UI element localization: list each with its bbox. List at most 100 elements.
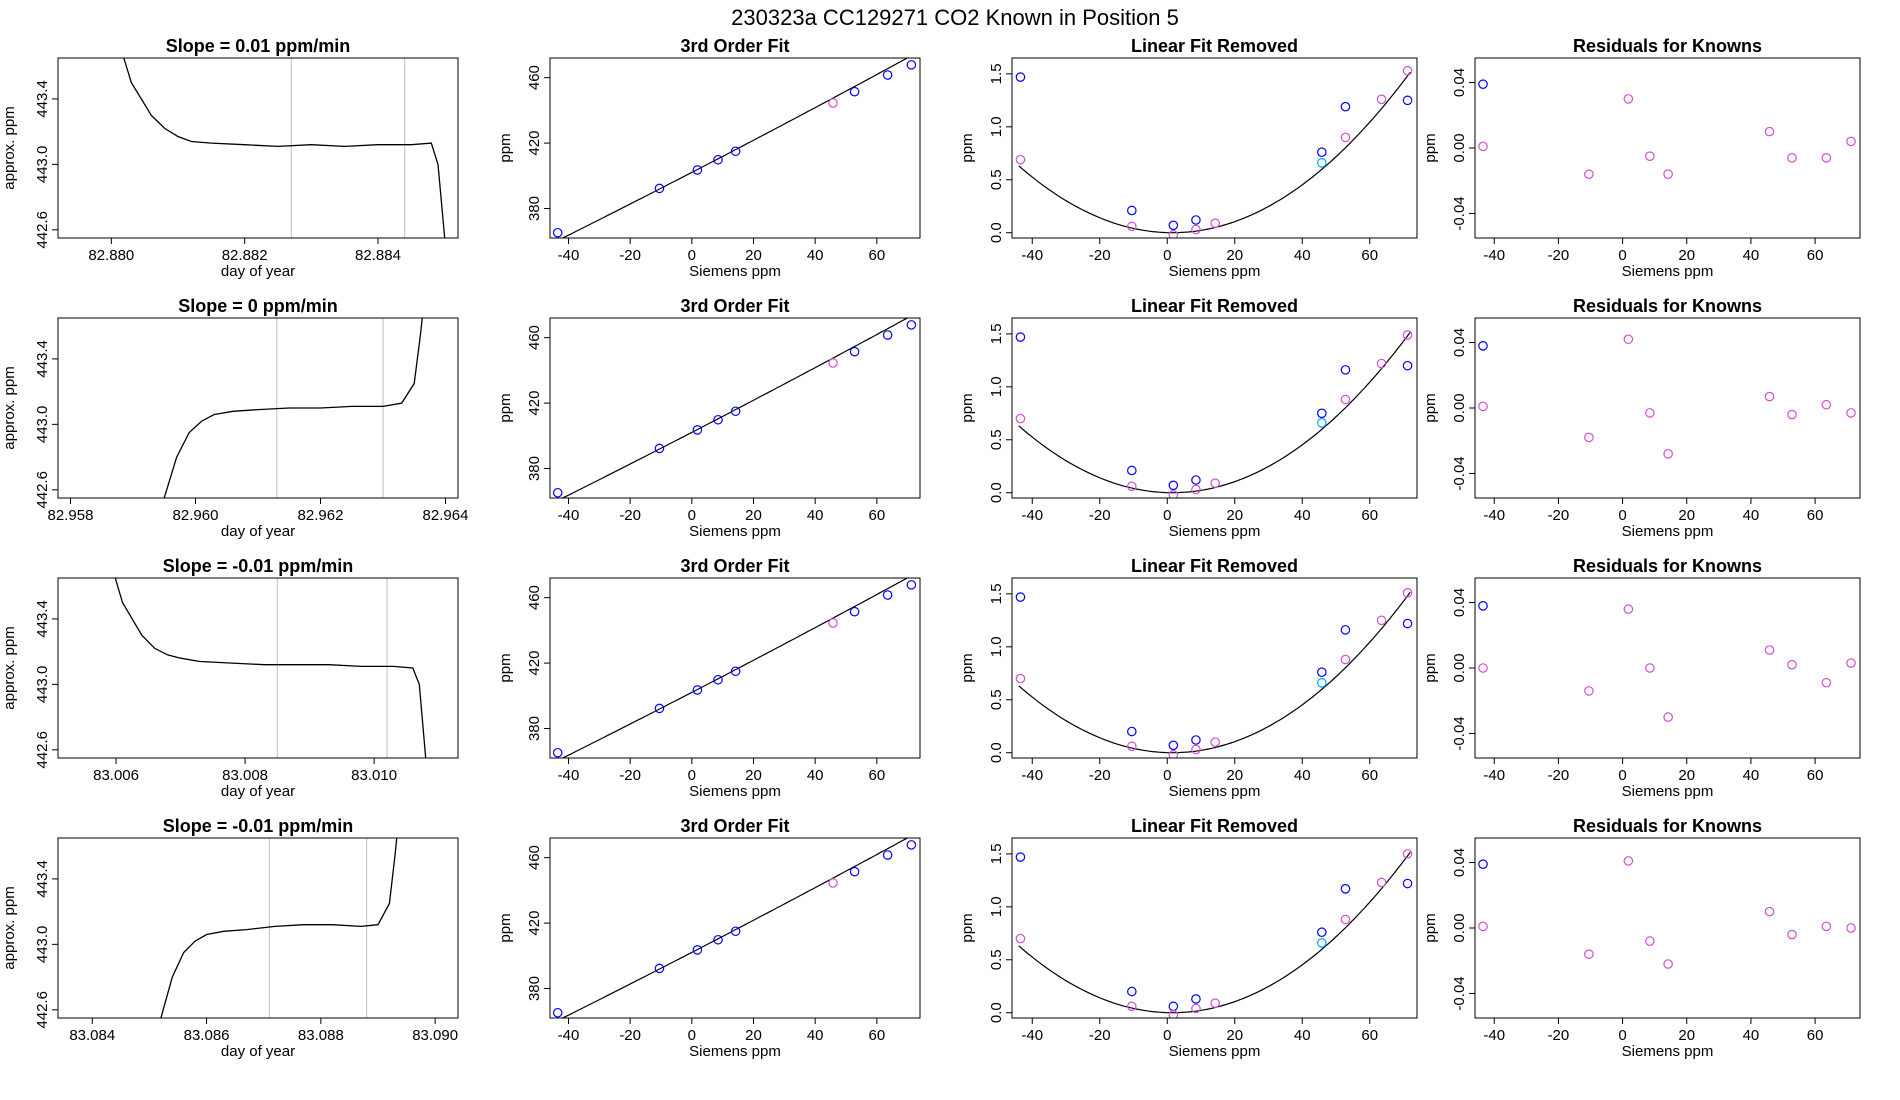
data-point xyxy=(1317,418,1327,428)
panel-time-row4: Slope = -0.01 ppm/min 83.084 83.086 83.088 8… xyxy=(1,816,459,1060)
data-point xyxy=(1846,408,1856,418)
panel-resid-row1: Residuals for Knowns -40 -20 0 20 40 60 -0.04 0.… xyxy=(1422,36,1861,280)
data-point xyxy=(692,165,703,175)
data-point xyxy=(1191,475,1201,485)
x-tick-label: -20 xyxy=(1089,247,1111,264)
data-point xyxy=(1376,615,1387,626)
data-point xyxy=(1645,151,1655,161)
plot-frame xyxy=(549,837,921,1019)
x-tick-label: 40 xyxy=(807,767,824,784)
data-point xyxy=(1787,929,1797,940)
data-point xyxy=(906,60,917,70)
data-point xyxy=(1663,959,1673,969)
x-tick-label: 20 xyxy=(1678,767,1695,784)
x-tick-label: -40 xyxy=(1021,507,1043,524)
fit-curve xyxy=(561,318,909,498)
data-point xyxy=(906,840,917,850)
data-point xyxy=(1478,401,1488,412)
data-area xyxy=(1015,65,1413,238)
x-tick-label: -20 xyxy=(619,767,641,784)
x-tick-label: 60 xyxy=(1361,507,1378,524)
x-tick-label: 0 xyxy=(1618,247,1626,264)
data-point xyxy=(654,183,665,194)
x-tick-label: 0 xyxy=(688,1027,696,1044)
panel-time-row3: Slope = -0.01 ppm/min 83.006 83.008 83.010 4… xyxy=(1,556,459,800)
x-tick-label: -40 xyxy=(1483,247,1505,264)
y-tick-label: 442.6 xyxy=(34,731,51,769)
data-point xyxy=(1340,884,1351,894)
y-tick-label: 443.4 xyxy=(34,600,51,638)
x-tick-label: 60 xyxy=(868,1027,885,1044)
y-axis-label: approx. ppm xyxy=(1,366,18,449)
data-point xyxy=(713,934,723,945)
data-point xyxy=(1787,153,1797,163)
y-tick-label: 0.04 xyxy=(1451,588,1468,617)
x-tick-label: 0 xyxy=(688,767,696,784)
panel-title: Slope = 0.01 ppm/min xyxy=(166,36,351,56)
panel-title: 3rd Order Fit xyxy=(680,296,789,316)
x-axis-label: Siemens ppm xyxy=(1622,263,1714,280)
data-point xyxy=(1168,750,1179,758)
panel-fit-row2: 3rd Order Fit -40 -20 0 20 40 60 380 420 460 Sieme… xyxy=(497,296,921,540)
data-point xyxy=(1191,1003,1201,1014)
x-axis-label: Siemens ppm xyxy=(1169,783,1261,800)
x-tick-label: 82.880 xyxy=(88,247,134,264)
y-tick-label: 380 xyxy=(526,976,543,1001)
time-trace xyxy=(160,838,398,1018)
plot-frame xyxy=(1474,837,1861,1019)
data-point xyxy=(1478,141,1488,152)
data-point xyxy=(654,703,665,714)
x-tick-label: 40 xyxy=(1743,247,1760,264)
plot-frame xyxy=(1474,317,1861,499)
data-point xyxy=(1317,678,1327,688)
data-point xyxy=(1645,936,1655,946)
x-tick-label: 60 xyxy=(1807,247,1824,264)
data-point xyxy=(1764,645,1775,655)
time-trace xyxy=(123,58,446,238)
x-tick-label: 60 xyxy=(868,247,885,264)
data-point xyxy=(1402,65,1413,76)
x-tick-label: -20 xyxy=(1548,767,1570,784)
data-point xyxy=(1645,663,1655,673)
data-point xyxy=(1787,659,1797,670)
panel-title: 3rd Order Fit xyxy=(680,36,789,56)
data-point xyxy=(654,963,665,974)
data-area xyxy=(1478,856,1856,969)
data-area xyxy=(552,58,917,238)
panel-time-row1: Slope = 0.01 ppm/min 82.880 82.882 82.884 44… xyxy=(1,36,459,280)
data-area xyxy=(1478,79,1856,179)
x-tick-label: 20 xyxy=(1226,247,1243,264)
x-tick-label: 83.084 xyxy=(69,1027,115,1044)
x-tick-label: -40 xyxy=(1483,1027,1505,1044)
data-point xyxy=(1478,601,1488,611)
x-tick-label: 60 xyxy=(868,507,885,524)
y-tick-label: 380 xyxy=(526,196,543,221)
data-point xyxy=(1821,677,1832,688)
y-tick-label: 0.00 xyxy=(1451,133,1468,162)
y-axis-label: ppm xyxy=(959,133,976,162)
data-point xyxy=(692,685,703,695)
data-point xyxy=(1376,358,1387,369)
panel-fit-row3: 3rd Order Fit -40 -20 0 20 40 60 380 420 460 Sieme… xyxy=(497,556,921,800)
x-tick-label: 83.008 xyxy=(222,767,268,784)
y-tick-label: 1.5 xyxy=(988,63,1005,84)
y-axis-label: ppm xyxy=(1422,393,1439,422)
data-point xyxy=(713,154,723,165)
panel-title: Linear Fit Removed xyxy=(1131,36,1298,56)
y-axis-label: ppm xyxy=(497,913,514,942)
plot-frame xyxy=(1474,57,1861,239)
plot-frame xyxy=(1011,317,1418,499)
x-tick-label: 0 xyxy=(688,247,696,264)
data-point xyxy=(1340,625,1351,635)
x-tick-label: -20 xyxy=(619,247,641,264)
x-tick-label: 82.960 xyxy=(173,507,219,524)
x-tick-label: 0 xyxy=(1163,767,1171,784)
x-tick-label: 82.958 xyxy=(48,507,94,524)
x-tick-label: -40 xyxy=(1021,247,1043,264)
panel-linear-row2: Linear Fit Removed -40 -20 0 20 40 60 0.0 0.5 1.0… xyxy=(959,296,1418,540)
y-tick-label: 0.5 xyxy=(988,429,1005,450)
data-point xyxy=(828,358,838,368)
fit-curve xyxy=(561,578,909,758)
x-tick-label: 20 xyxy=(745,1027,762,1044)
data-point xyxy=(730,666,741,677)
